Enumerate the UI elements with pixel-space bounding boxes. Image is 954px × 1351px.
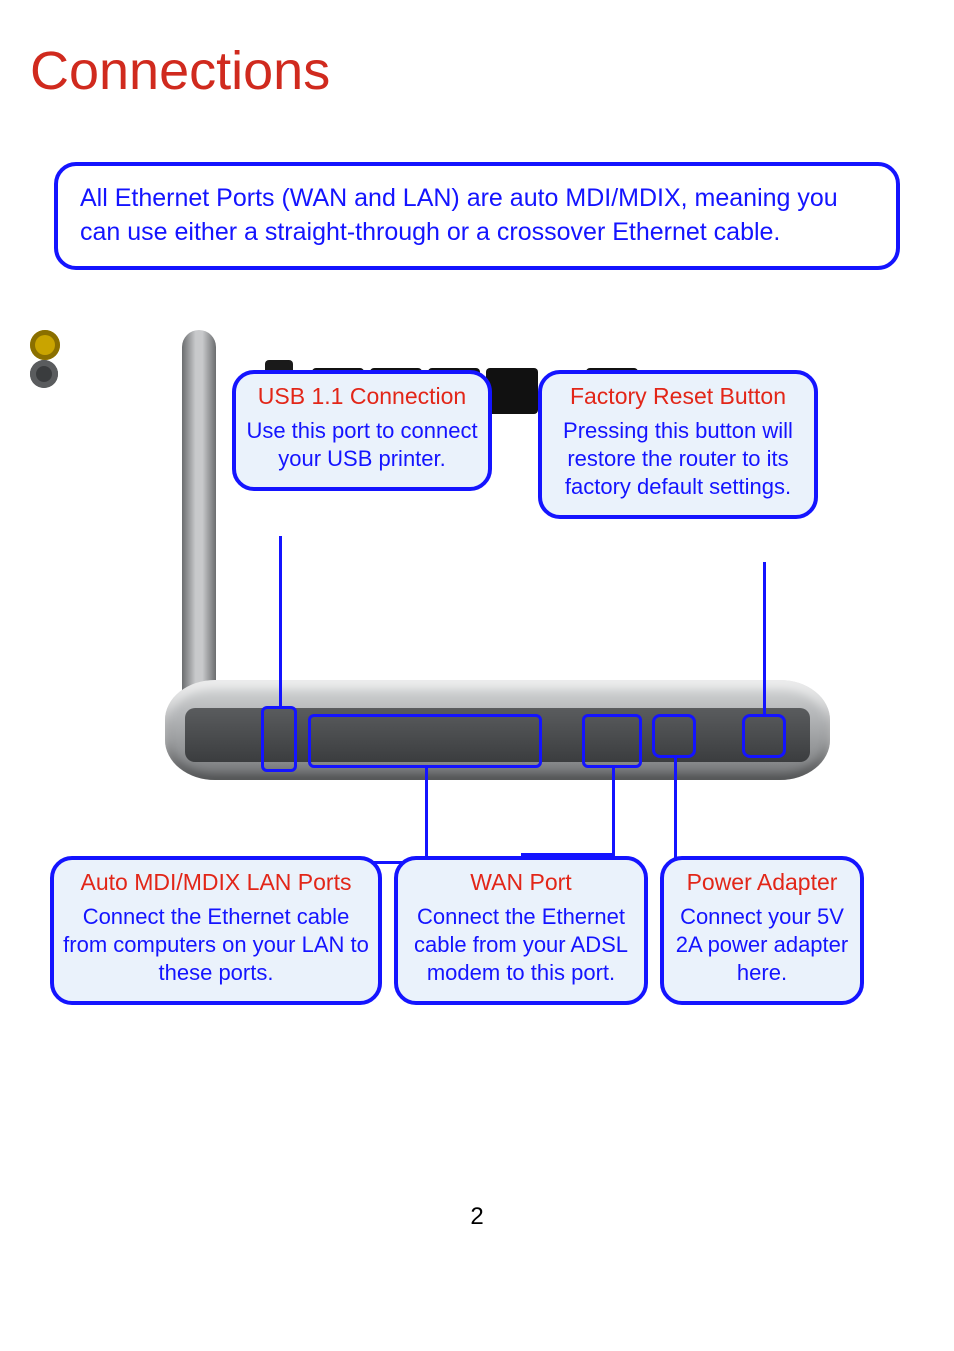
callout-lan-body: Connect the Ethernet cable from computer… (62, 903, 370, 987)
page: Connections All Ethernet Ports (WAN and … (0, 0, 954, 1351)
callout-reset-title: Factory Reset Button (550, 384, 806, 409)
callout-usb: USB 1.1 Connection Use this port to conn… (232, 370, 492, 492)
callout-reset: Factory Reset Button Pressing this butto… (538, 370, 818, 520)
reset-button (30, 360, 58, 388)
callout-usb-title: USB 1.1 Connection (244, 384, 480, 409)
power-jack (30, 330, 60, 360)
callout-power: Power Adapter Connect your 5V 2A power a… (660, 856, 864, 1006)
router-antenna (182, 330, 216, 710)
highlight-usb (261, 706, 297, 772)
callout-reset-body: Pressing this button will restore the ro… (550, 417, 806, 501)
callout-power-title: Power Adapter (672, 870, 852, 895)
highlight-reset (742, 714, 786, 758)
callout-power-body: Connect your 5V 2A power adapter here. (672, 903, 852, 987)
router-diagram: USB 1.1 Connection Use this port to conn… (30, 330, 924, 1070)
callout-wan-body: Connect the Ethernet cable from your ADS… (406, 903, 636, 987)
callout-wan-title: WAN Port (406, 870, 636, 895)
page-number: 2 (0, 1203, 954, 1231)
highlight-lan (308, 714, 542, 768)
highlight-power (652, 714, 696, 758)
leader-lan-v (425, 768, 428, 864)
leader-wan-v (612, 768, 615, 856)
callout-wan: WAN Port Connect the Ethernet cable from… (394, 856, 648, 1006)
leader-power-v (674, 758, 677, 862)
callout-usb-body: Use this port to connect your USB printe… (244, 417, 480, 473)
highlight-wan (582, 714, 642, 768)
leader-usb (279, 536, 282, 706)
callout-lan-title: Auto MDI/MDIX LAN Ports (62, 870, 370, 895)
page-title: Connections (30, 40, 924, 102)
lan-port-1 (486, 368, 538, 414)
callout-lan: Auto MDI/MDIX LAN Ports Connect the Ethe… (50, 856, 382, 1006)
note-box: All Ethernet Ports (WAN and LAN) are aut… (54, 162, 900, 270)
leader-reset (763, 562, 766, 714)
